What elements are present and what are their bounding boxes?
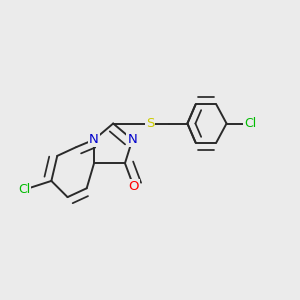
Text: Cl: Cl <box>244 117 256 130</box>
Text: N: N <box>128 133 137 146</box>
Text: S: S <box>146 117 154 130</box>
Text: N: N <box>89 133 99 146</box>
Text: Cl: Cl <box>18 183 30 196</box>
Text: O: O <box>129 180 139 193</box>
